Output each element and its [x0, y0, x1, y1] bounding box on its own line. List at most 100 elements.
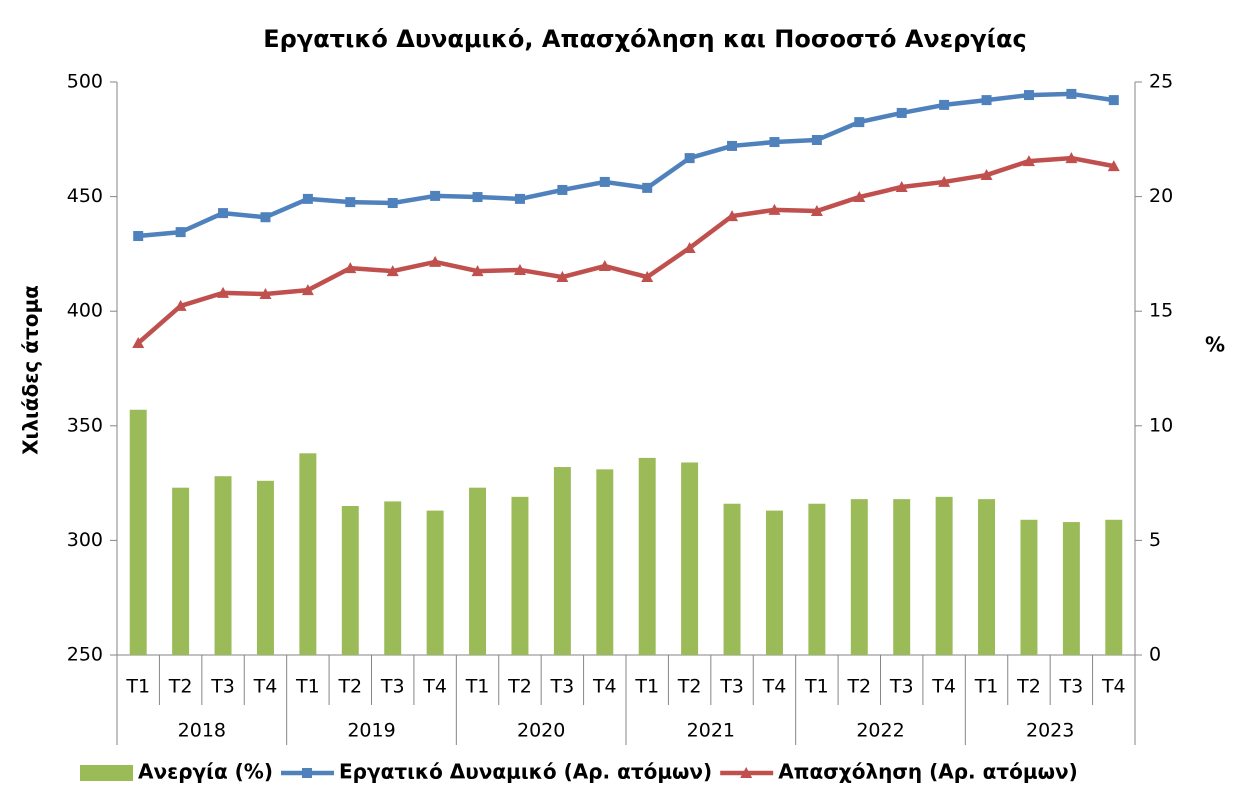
bar	[341, 506, 359, 655]
marker	[683, 241, 696, 253]
x-tick-label: T4	[253, 676, 278, 698]
y-tick-label: 350	[67, 414, 103, 436]
bar	[511, 496, 529, 655]
y2-tick-label: 20	[1149, 185, 1173, 207]
marker	[1065, 152, 1078, 164]
y-axis-title: Χιλιάδες άτομα	[19, 285, 43, 455]
marker	[599, 176, 610, 187]
legend-label: Ανεργία (%)	[138, 760, 273, 784]
marker	[1108, 95, 1119, 106]
marker	[513, 263, 526, 275]
x-tick-label: T4	[1101, 676, 1126, 698]
marker	[260, 212, 271, 223]
bar	[765, 510, 783, 655]
marker	[981, 95, 992, 106]
marker	[684, 153, 695, 164]
bar	[1105, 519, 1123, 655]
marker	[1023, 90, 1034, 101]
marker	[301, 284, 314, 296]
y2-axis-title: %	[1205, 333, 1225, 357]
y-tick-label: 400	[67, 300, 103, 322]
x-tick-label: T2	[507, 676, 532, 698]
line-series	[138, 91, 1115, 239]
marker	[430, 190, 441, 201]
y2-tick-label: 0	[1149, 644, 1161, 666]
marker	[1107, 160, 1120, 172]
marker	[218, 208, 229, 219]
y-tick-label: 250	[67, 644, 103, 666]
bar	[1020, 519, 1038, 655]
legend-item: Ανεργία (%)	[80, 760, 273, 784]
bar	[129, 409, 147, 655]
chart-title: Εργατικό Δυναμικό, Απασχόληση και Ποσοστ…	[263, 25, 1026, 53]
marker	[642, 182, 653, 193]
x-tick-label: T4	[931, 676, 956, 698]
x-tick-label: T4	[592, 676, 617, 698]
legend-label: Απασχόληση (Αρ. ατόμων)	[778, 760, 1078, 784]
marker	[1066, 88, 1077, 99]
legend-label: Εργατικό Δυναμικό (Αρ. ατόμων)	[339, 760, 712, 784]
bar	[893, 499, 911, 655]
x-group-label: 2018	[178, 720, 226, 742]
bar	[723, 503, 741, 655]
marker	[557, 184, 568, 195]
marker	[740, 767, 753, 778]
marker	[386, 265, 399, 277]
legend-item: Απασχόληση (Αρ. ατόμων)	[720, 760, 1078, 784]
marker	[895, 180, 908, 192]
marker	[344, 262, 357, 274]
bar	[850, 499, 868, 655]
marker	[174, 299, 187, 311]
x-tick-label: T4	[762, 676, 787, 698]
y-tick-label: 300	[67, 529, 103, 551]
x-tick-label: T1	[465, 676, 490, 698]
marker	[726, 210, 739, 222]
marker	[217, 286, 230, 298]
marker	[1022, 155, 1035, 167]
marker	[853, 191, 866, 203]
x-tick-label: T3	[889, 676, 914, 698]
marker	[598, 260, 611, 272]
marker	[980, 169, 993, 181]
marker	[896, 107, 907, 118]
y-tick-label: 500	[67, 71, 103, 93]
bar	[172, 487, 190, 655]
marker	[769, 137, 780, 148]
marker	[302, 193, 313, 204]
x-tick-label: T1	[125, 676, 150, 698]
marker	[811, 134, 822, 145]
bar	[978, 499, 996, 655]
marker	[514, 193, 525, 204]
x-tick-label: T2	[846, 676, 871, 698]
y2-tick-label: 5	[1149, 529, 1161, 551]
marker	[471, 265, 484, 277]
x-group-label: 2021	[687, 720, 735, 742]
bar	[384, 501, 402, 655]
marker	[641, 271, 654, 283]
x-group-label: 2023	[1026, 720, 1074, 742]
marker	[939, 99, 950, 110]
bar	[1062, 522, 1080, 655]
legend-item: Εργατικό Δυναμικό (Αρ. ατόμων)	[281, 760, 712, 784]
x-tick-label: T1	[974, 676, 999, 698]
x-tick-label: T2	[677, 676, 702, 698]
marker	[175, 227, 186, 238]
marker	[768, 203, 781, 215]
marker	[133, 231, 144, 242]
bar	[638, 457, 656, 655]
x-group-label: 2022	[856, 720, 904, 742]
marker	[472, 192, 483, 203]
marker	[259, 288, 272, 300]
bar	[256, 480, 274, 655]
marker	[429, 255, 442, 267]
bar	[214, 476, 232, 655]
bar	[426, 510, 444, 655]
y2-tick-label: 25	[1149, 71, 1173, 93]
x-tick-label: T2	[337, 676, 362, 698]
legend-swatch	[80, 765, 133, 781]
marker	[854, 117, 865, 128]
x-tick-label: T2	[1016, 676, 1041, 698]
y-tick-label: 450	[67, 185, 103, 207]
bar	[808, 503, 826, 655]
